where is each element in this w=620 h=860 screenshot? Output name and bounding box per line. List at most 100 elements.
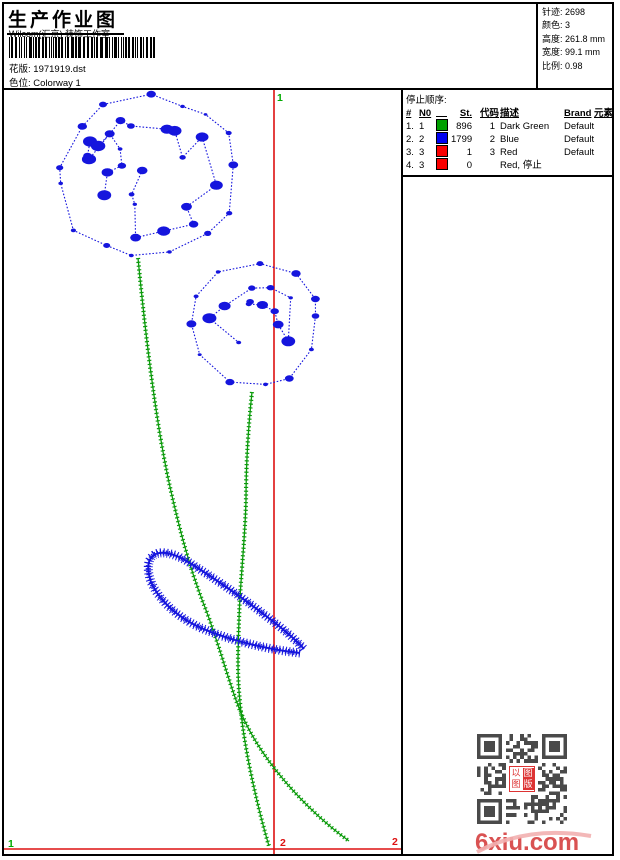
qr-module [487,762,492,767]
qr-module [487,791,492,796]
qr-module [505,813,510,817]
thread-color-swatch [436,132,448,144]
stem-stitch-texture [235,391,272,847]
qr-module [541,788,546,792]
flower-seed-dot [291,270,301,277]
cell-brand: Default [564,147,595,158]
col-header-description: 描述 [500,108,520,119]
cell-n0: 2 [419,134,425,145]
barcode-bar [58,37,60,58]
qr-module [538,809,542,814]
leaf-center-line [147,551,305,654]
qr-module [549,798,553,803]
qr-module [534,795,539,799]
barcode-bar [21,37,22,58]
qr-module [523,806,528,810]
col-header-brand: Brand [564,108,592,119]
barcode-bar [137,37,138,58]
qr-module [484,777,488,781]
qr-module [495,780,499,785]
qr-module [563,816,567,821]
thread-color-swatch [436,119,448,131]
qr-module [502,773,506,778]
qr-module [495,777,499,781]
flower-seed-dot [160,124,174,134]
qr-module [534,802,539,806]
qr-module [523,813,528,817]
qr-module [484,773,488,778]
sequence-marker-label: 1 [277,92,283,104]
color-sequence-row: 4. 3 0 Red, 停止 [406,158,612,171]
flower-seed-dot [186,320,197,328]
qr-module [541,770,546,774]
flower-seed-dot [284,375,294,382]
info-label: 比例: [542,60,563,71]
qr-module [549,780,553,785]
qr-module [531,820,535,824]
flower-seed-dot [128,253,134,258]
col-header-swatch [436,107,451,121]
color-sequence-row: 2. 2 1799 2 Blue Default [406,132,612,145]
barcode-bar [132,37,134,58]
qr-module [513,813,517,817]
qr-module [527,741,531,745]
flower-seed-dot [188,220,199,228]
barcode-bar [55,37,57,58]
col-header-stitches: St. [459,108,472,119]
qr-module [541,809,546,814]
cell-seq: 1. [406,121,414,132]
barcode-bar [83,37,85,58]
qr-module [559,770,564,774]
qr-module [491,784,495,788]
info-row: 颜色: 3 [542,19,612,32]
barcode-bar [140,37,142,58]
qr-finder-inner [484,806,495,817]
qr-module [498,777,503,781]
cell-st: 1 [466,147,472,158]
flower-seed-dot [226,211,233,216]
flower-seed-dot [103,243,111,248]
flower-seed-dot [195,132,209,142]
flower-seed-dot [167,250,172,254]
qr-module [563,806,567,810]
qr-module [509,759,513,763]
qr-module [484,766,488,770]
barcode-bar [38,37,40,58]
qr-module [541,798,546,803]
flower-seed-dot [127,123,135,129]
flower-seed-dot [225,378,235,386]
flower-seed-dot [218,301,231,311]
flower-seed-dot [202,313,217,324]
barcode-bar [135,37,136,58]
cell-n0: 3 [419,147,425,158]
info-label: 针迹: [542,7,563,17]
cell-st: 896 [456,121,472,132]
qr-module [516,741,521,745]
qr-module [556,791,560,796]
col-header-number: # [406,108,412,119]
qr-module [545,784,549,788]
colorway-line: 色位: Colorway 1 [9,75,81,89]
qr-module [559,784,564,788]
qr-module [552,802,557,806]
cell-code: 1 [489,121,495,132]
cell-seq: 3. [406,147,414,158]
flower-seed-dot [70,228,76,233]
qr-module [534,813,539,817]
header: 生产作业图 Wilcom(汇京) 装饰工作室 花版: 1971919.dst 色… [4,4,612,90]
col-header-code: 代码 [480,108,500,119]
main-area: 1 2 1 2 停止顺序: # N0 St. 代码 描述 Brand 元素 1. [4,90,613,856]
barcode-bar [112,37,113,58]
barcode-bar [71,37,74,58]
qr-module [513,798,517,803]
flower-outline-run [190,263,317,385]
flower-seed-dot [181,202,192,211]
flower-seed-dot [245,301,252,307]
qr-logo-left-text: 以图 [511,768,521,789]
info-value: 99.1 mm [565,47,601,58]
flower-seed-dot [228,161,239,169]
embroidery-design: 1 2 1 2 [4,90,401,854]
info-label: 高度: [542,33,563,44]
cell-n0: 3 [419,160,425,171]
